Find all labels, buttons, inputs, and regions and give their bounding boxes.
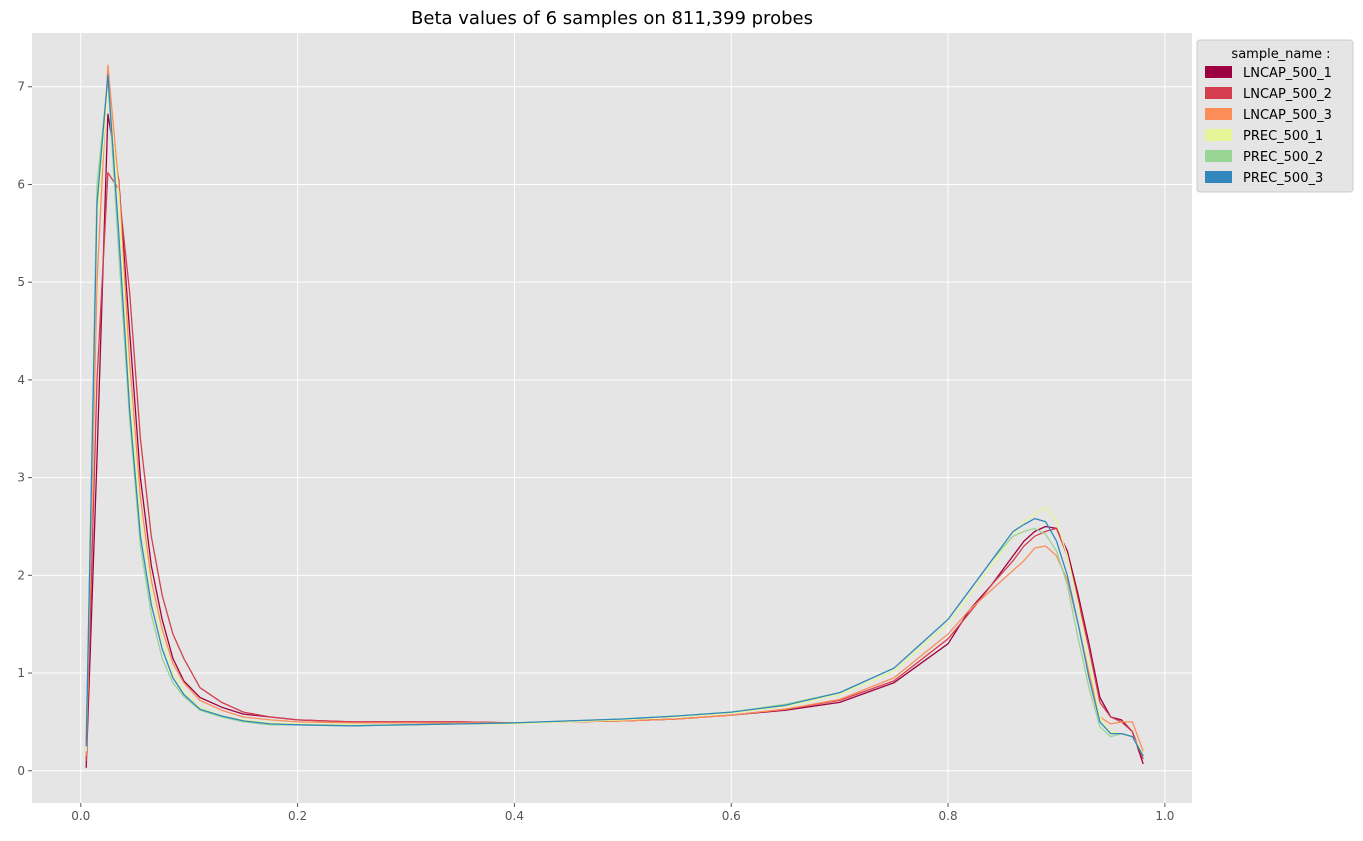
legend-box (1196, 39, 1354, 193)
series-layer (85, 64, 1144, 768)
y-tick-label: 3 (17, 471, 25, 485)
y-tick-label: 4 (17, 373, 25, 387)
y-tick-label: 5 (17, 275, 25, 289)
y-tick-label: 6 (17, 177, 25, 191)
legend-label: LNCAP_500_2 (1243, 87, 1332, 102)
y-tick-label: 7 (17, 80, 25, 94)
series-line-prec-500-1 (85, 86, 1144, 754)
x-tick-label: 0.6 (722, 809, 741, 823)
legend-label: PREC_500_3 (1243, 171, 1323, 186)
plot-area (32, 33, 1192, 803)
y-tick-label: 1 (17, 666, 25, 680)
legend-swatch (1205, 66, 1232, 78)
legend: sample_name : LNCAP_500_1LNCAP_500_2LNCA… (1196, 39, 1354, 193)
chart-title: Beta values of 6 samples on 811,399 prob… (411, 8, 813, 29)
legend-label: LNCAP_500_1 (1243, 66, 1332, 81)
legend-items: LNCAP_500_1 LNCAP_500_2 LNCAP_500_3 PREC_50… (1205, 66, 1332, 186)
tick-layer: 0.0 0.2 0.4 0.6 0.8 1.0 0 1 2 3 4 5 6 7 (17, 80, 1174, 823)
legend-label: PREC_500_1 (1243, 129, 1323, 144)
legend-swatch (1205, 108, 1232, 120)
grid-layer (32, 33, 1192, 803)
legend-swatch (1205, 150, 1232, 162)
legend-label: PREC_500_2 (1243, 150, 1323, 165)
y-tick-label: 0 (17, 764, 25, 778)
legend-title: sample_name : (1231, 47, 1330, 62)
series-line-lncap-500-3 (85, 64, 1144, 757)
x-tick-label: 0.4 (505, 809, 524, 823)
x-tick-label: 0.2 (288, 809, 307, 823)
x-tick-label: 0.8 (939, 809, 958, 823)
x-tick-label: 0.0 (71, 809, 90, 823)
legend-swatch (1205, 171, 1232, 183)
series-line-prec-500-3 (85, 74, 1144, 757)
y-tick-label: 2 (17, 568, 25, 582)
legend-label: LNCAP_500_3 (1243, 108, 1332, 123)
legend-swatch (1205, 129, 1232, 141)
x-tick-label: 1.0 (1155, 809, 1174, 823)
legend-swatch (1205, 87, 1232, 99)
